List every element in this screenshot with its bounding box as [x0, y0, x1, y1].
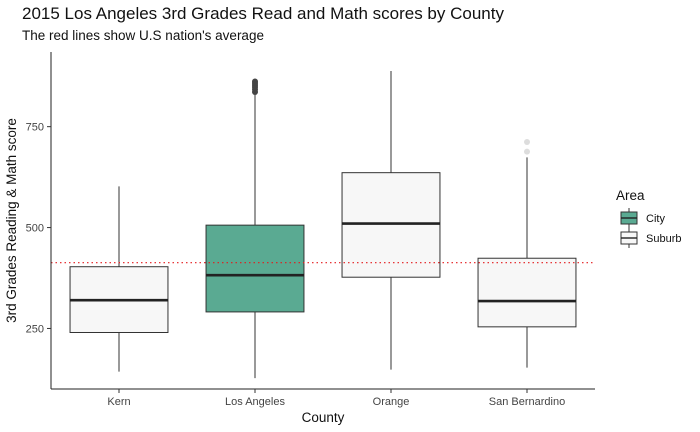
box-group-orange	[341, 70, 441, 370]
x-axis-title: County	[302, 410, 345, 425]
x-axis-ticks: Kern Los Angeles Orange San Bernardino	[107, 389, 565, 408]
outlier-point	[252, 78, 258, 85]
x-tick-label: Los Angeles	[225, 396, 285, 408]
box-group-kern	[69, 186, 169, 372]
y-tick-label: 500	[26, 223, 44, 235]
box-iqr	[341, 172, 441, 278]
x-tick-label: San Bernardino	[489, 396, 565, 408]
box-iqr	[205, 224, 305, 313]
box-group-los-angeles	[205, 78, 305, 379]
legend-label: City	[646, 213, 665, 225]
outlier-point	[524, 139, 530, 146]
y-axis-title: 3rd Grades Reading & Math score	[4, 118, 19, 323]
y-tick-label: 250	[26, 323, 44, 335]
chart-subtitle: The red lines show U.S nation's average	[22, 28, 264, 43]
box-group-san-bernardino	[477, 139, 577, 368]
chart-title: 2015 Los Angeles 3rd Grades Read and Mat…	[22, 4, 504, 23]
y-tick-label: 750	[26, 122, 44, 134]
x-tick-label: Kern	[107, 396, 130, 408]
box-iqr	[477, 257, 577, 328]
plot-area	[51, 70, 595, 379]
legend: Area City Suburb	[616, 188, 681, 248]
x-tick-label: Orange	[373, 396, 410, 408]
legend-title: Area	[616, 188, 645, 203]
legend-label: Suburb	[646, 233, 681, 245]
outlier-point	[524, 148, 530, 155]
y-axis-ticks: 250 500 750	[26, 122, 51, 335]
